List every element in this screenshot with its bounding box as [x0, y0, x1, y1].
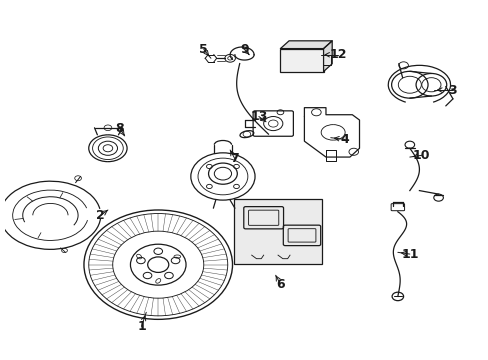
Polygon shape — [280, 41, 331, 49]
Text: 11: 11 — [400, 248, 418, 261]
Text: 1: 1 — [137, 320, 145, 333]
Polygon shape — [323, 41, 331, 72]
Text: 3: 3 — [447, 84, 456, 96]
Text: 10: 10 — [412, 149, 429, 162]
FancyBboxPatch shape — [233, 198, 322, 264]
Text: 12: 12 — [328, 48, 346, 61]
Text: 6: 6 — [276, 278, 284, 291]
Text: 8: 8 — [115, 122, 124, 135]
Text: 4: 4 — [340, 133, 349, 146]
Text: 13: 13 — [250, 110, 267, 123]
Text: 5: 5 — [199, 43, 208, 56]
Text: 7: 7 — [230, 152, 239, 165]
FancyBboxPatch shape — [322, 55, 330, 65]
Text: 2: 2 — [96, 209, 105, 222]
FancyBboxPatch shape — [280, 49, 323, 72]
Text: 9: 9 — [240, 43, 248, 56]
